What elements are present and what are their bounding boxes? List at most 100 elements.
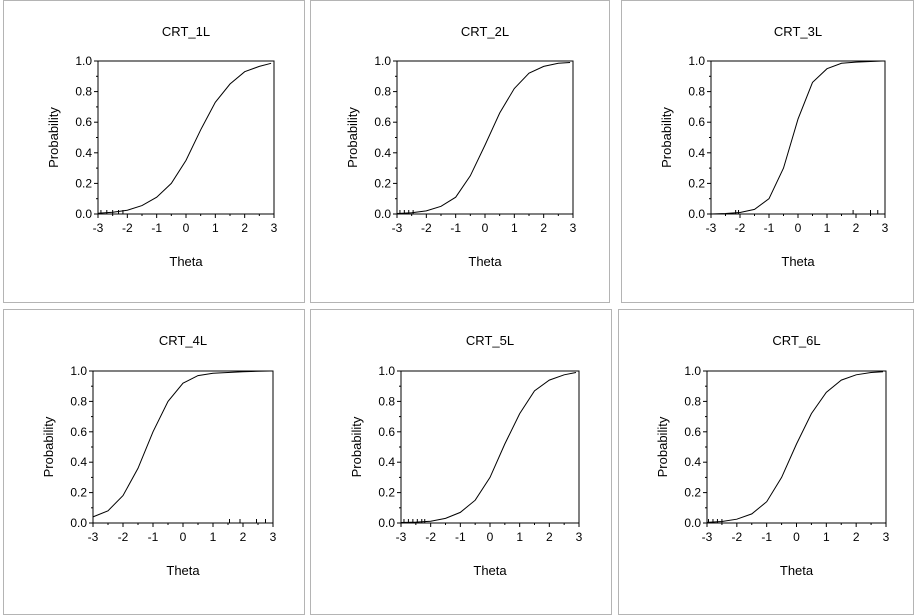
x-tick-label: 2 — [241, 221, 248, 235]
series-line — [92, 370, 271, 518]
x-tick-label: -1 — [148, 530, 159, 544]
x-tick-label: -1 — [764, 221, 775, 235]
x-tick-label: 3 — [576, 530, 583, 544]
y-tick-label: 0.0 — [684, 516, 701, 530]
chart-title: CRT_2L — [461, 24, 509, 39]
x-tick-label: -3 — [702, 530, 713, 544]
x-tick-label: -3 — [93, 221, 104, 235]
x-axis-label: Theta — [166, 563, 200, 578]
x-axis-label: Theta — [473, 563, 507, 578]
y-tick-label: 0.2 — [684, 486, 701, 500]
chart-title: CRT_6L — [772, 333, 820, 348]
x-tick-label: -2 — [118, 530, 129, 544]
x-tick-label: 3 — [883, 530, 890, 544]
x-tick-label: -1 — [455, 530, 466, 544]
x-tick-label: 2 — [240, 530, 247, 544]
x-tick-label: 1 — [516, 530, 523, 544]
y-tick-label: 0.8 — [70, 394, 87, 408]
x-tick-label: -1 — [450, 221, 461, 235]
plot-frame — [706, 370, 887, 524]
chart-panel-crt-3l: CRT_3L -3 -2 -1 0 1 2 3 0.0 0.2 0.4 0.6 0.8 1.0 Theta P… — [621, 0, 914, 303]
y-axis-label: Probability — [345, 107, 360, 168]
chart-panel-crt-2l: CRT_2L -3 -2 -1 0 1 2 3 0.0 0.2 0.4 0.6 0.8 1.0 Theta P… — [310, 0, 610, 303]
x-axis-label: Theta — [169, 254, 203, 269]
y-tick-label: 0.0 — [374, 207, 391, 221]
x-tick-label: 0 — [180, 530, 187, 544]
chart-svg: CRT_6L -3 -2 -1 0 1 2 3 0.0 0.2 0.4 0.6 0.8 1.0 Theta P… — [655, 333, 890, 578]
chart-panel-crt-6l: CRT_6L -3 -2 -1 0 1 2 3 0.0 0.2 0.4 0.6 0.8 1.0 Theta P… — [618, 309, 914, 615]
y-tick-label: 0.0 — [688, 207, 705, 221]
y-tick-label: 0.6 — [374, 115, 391, 129]
x-tick-label: 2 — [540, 221, 547, 235]
x-tick-label: -2 — [731, 530, 742, 544]
y-tick-label: 0.8 — [75, 85, 92, 99]
y-tick-label: 0.2 — [75, 176, 92, 190]
series-line — [710, 60, 883, 215]
y-tick-label: 0.8 — [374, 85, 391, 99]
chart-panel-crt-4l: CRT_4L -3 -2 -1 0 1 2 3 0.0 0.2 0.4 0.6 0.8 1.0 Theta P… — [3, 309, 305, 615]
plot-frame — [92, 370, 274, 524]
y-tick-label: 0.0 — [70, 516, 87, 530]
y-tick-label: 1.0 — [75, 54, 92, 68]
x-tick-label: -1 — [761, 530, 772, 544]
y-tick-label: 0.2 — [374, 176, 391, 190]
y-tick-label: 0.2 — [378, 486, 395, 500]
y-axis-label: Probability — [655, 416, 670, 477]
y-tick-label: 0.4 — [688, 146, 705, 160]
x-tick-label: -2 — [122, 221, 133, 235]
y-tick-label: 0.6 — [688, 115, 705, 129]
plot-frame — [396, 60, 574, 215]
plot-frame — [710, 60, 886, 215]
y-tick-label: 0.8 — [684, 394, 701, 408]
x-axis-label: Theta — [781, 254, 815, 269]
chart-svg: CRT_2L -3 -2 -1 0 1 2 3 0.0 0.2 0.4 0.6 0.8 1.0 Theta P… — [345, 24, 577, 269]
x-tick-label: 2 — [546, 530, 553, 544]
x-tick-label: 1 — [824, 221, 831, 235]
y-tick-label: 1.0 — [378, 364, 395, 378]
x-tick-label: 2 — [853, 530, 860, 544]
x-tick-label: 1 — [511, 221, 518, 235]
x-tick-label: 1 — [212, 221, 219, 235]
y-tick-label: 1.0 — [374, 54, 391, 68]
x-tick-label: 0 — [183, 221, 190, 235]
y-tick-label: 0.0 — [75, 207, 92, 221]
y-axis-label: Probability — [46, 107, 61, 168]
y-tick-label: 0.4 — [684, 455, 701, 469]
y-tick-label: 1.0 — [70, 364, 87, 378]
y-axis-label: Probability — [349, 416, 364, 477]
series-line — [400, 372, 577, 523]
y-tick-label: 0.4 — [374, 146, 391, 160]
y-tick-label: 0.6 — [684, 425, 701, 439]
series-line — [97, 62, 272, 214]
plot-frame — [97, 60, 275, 215]
x-tick-label: 1 — [823, 530, 830, 544]
series-line — [396, 62, 571, 214]
chart-svg: CRT_1L -3 -2 -1 0 1 2 3 0.0 0.2 0.4 0.6 0.8 1.0 Theta P… — [46, 24, 278, 269]
x-axis-label: Theta — [468, 254, 502, 269]
y-tick-label: 0.6 — [75, 115, 92, 129]
x-tick-label: -2 — [421, 221, 432, 235]
chart-svg: CRT_3L -3 -2 -1 0 1 2 3 0.0 0.2 0.4 0.6 0.8 1.0 Theta P… — [659, 24, 889, 269]
x-tick-label: 3 — [271, 221, 278, 235]
y-tick-label: 0.6 — [378, 425, 395, 439]
x-tick-label: -3 — [88, 530, 99, 544]
x-tick-label: 3 — [270, 530, 277, 544]
series-line — [706, 371, 884, 523]
x-tick-label: 0 — [482, 221, 489, 235]
x-tick-label: 0 — [793, 530, 800, 544]
chart-svg: CRT_4L -3 -2 -1 0 1 2 3 0.0 0.2 0.4 0.6 0.8 1.0 Theta P… — [41, 333, 277, 578]
x-tick-label: -3 — [392, 221, 403, 235]
x-tick-label: -3 — [396, 530, 407, 544]
y-tick-label: 0.6 — [70, 425, 87, 439]
chart-svg: CRT_5L -3 -2 -1 0 1 2 3 0.0 0.2 0.4 0.6 0.8 1.0 Theta P… — [349, 333, 583, 578]
x-tick-label: -3 — [706, 221, 717, 235]
y-tick-label: 0.4 — [378, 455, 395, 469]
y-tick-label: 0.2 — [70, 486, 87, 500]
x-tick-label: -1 — [151, 221, 162, 235]
y-axis-label: Probability — [41, 416, 56, 477]
chart-title: CRT_1L — [162, 24, 210, 39]
x-tick-label: 3 — [570, 221, 577, 235]
y-tick-label: 1.0 — [684, 364, 701, 378]
x-tick-label: -2 — [425, 530, 436, 544]
x-tick-label: 0 — [487, 530, 494, 544]
